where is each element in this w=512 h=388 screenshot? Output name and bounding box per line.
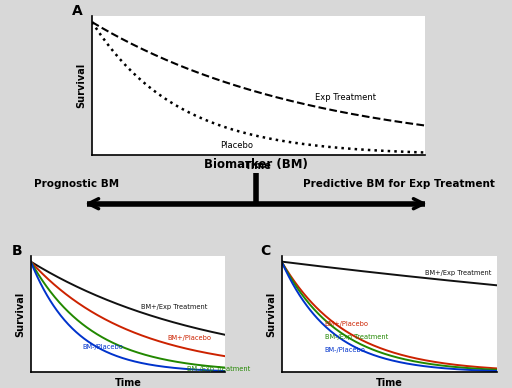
Text: Predictive BM for Exp Treatment: Predictive BM for Exp Treatment	[304, 179, 495, 189]
X-axis label: Time: Time	[245, 161, 272, 171]
Y-axis label: Survival: Survival	[15, 292, 25, 337]
Text: Placebo: Placebo	[220, 141, 253, 150]
Y-axis label: Survival: Survival	[77, 63, 87, 108]
Text: A: A	[72, 4, 83, 18]
Text: BM+/Placebo: BM+/Placebo	[325, 321, 369, 327]
Text: Prognostic BM: Prognostic BM	[34, 179, 119, 189]
Text: BM+/Exp Treatment: BM+/Exp Treatment	[425, 270, 492, 276]
Text: BM-/Exp Treatment: BM-/Exp Treatment	[325, 334, 388, 340]
Text: BM-/Exp Treatment: BM-/Exp Treatment	[187, 366, 250, 372]
Text: BM+/Placebo: BM+/Placebo	[167, 335, 211, 341]
X-axis label: Time: Time	[115, 378, 141, 388]
Y-axis label: Survival: Survival	[266, 292, 276, 337]
Text: Biomarker (BM): Biomarker (BM)	[204, 158, 308, 171]
Text: B: B	[11, 244, 22, 258]
Text: Exp Treatment: Exp Treatment	[315, 93, 376, 102]
X-axis label: Time: Time	[376, 378, 402, 388]
Text: BM-/Placebo: BM-/Placebo	[325, 348, 366, 353]
Text: BM+/Exp Treatment: BM+/Exp Treatment	[141, 304, 208, 310]
Text: BM-/Placebo: BM-/Placebo	[83, 344, 124, 350]
Text: C: C	[260, 244, 270, 258]
